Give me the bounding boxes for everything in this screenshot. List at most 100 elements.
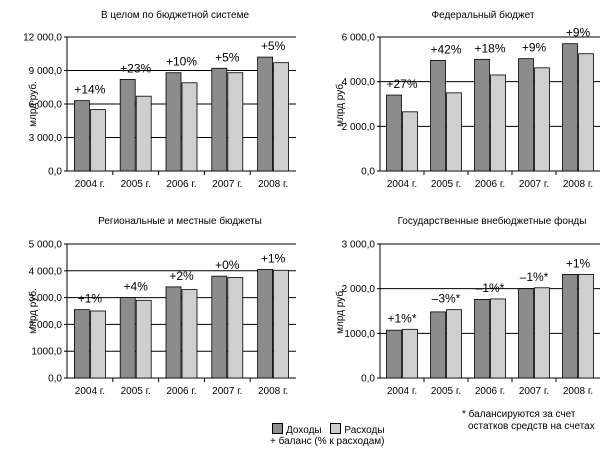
chart-1-bar-income	[386, 94, 402, 172]
chart-1-ylabel: млрд руб.	[334, 81, 346, 127]
chart-1-bar-income	[518, 58, 534, 172]
chart-1-bar-expense	[490, 74, 506, 172]
chart-0-bar-income	[119, 79, 136, 172]
chart-0-bar-expense	[181, 82, 198, 172]
chart-0-annotation: +23%	[120, 61, 151, 75]
chart-0-xtick-label: 2005 г.	[121, 179, 151, 190]
chart-0-ytick-label: 3 000,0	[29, 133, 63, 144]
chart-3-xtick-label: 2007 г.	[519, 386, 549, 397]
chart-3-title: Государственные внебюджетные фонды	[398, 215, 587, 227]
chart-3-annotation: +1%*	[387, 311, 416, 325]
chart-0-annotation: +10%	[166, 55, 197, 69]
chart-2-title: Региональные и местные бюджеты	[98, 215, 262, 227]
chart-2-ytick-label: 0,0	[48, 374, 62, 385]
chart-1-bar-expense	[402, 111, 418, 172]
chart-1-xtick-label: 2007 г.	[519, 179, 549, 190]
chart-0-bar-expense	[227, 72, 244, 172]
chart-1-xtick-label: 2008 г.	[563, 179, 593, 190]
chart-0-annotation: +5%	[261, 39, 286, 53]
chart-3-bar-expense	[402, 328, 418, 379]
chart-3-bar-income	[474, 298, 490, 379]
chart-3-ytick-label: 2 000,0	[342, 284, 376, 295]
chart-3-bar-expense	[446, 309, 462, 379]
chart-0-annotation: +14%	[74, 83, 105, 97]
chart-0-bar-income	[165, 72, 182, 172]
footnote-line-2: остатков средств на счетах	[468, 421, 595, 432]
chart-1-annotation: +9%	[522, 41, 547, 55]
chart-3-annotation: –1%*	[476, 281, 505, 295]
chart-3-bar-income	[430, 311, 446, 379]
chart-0-ylabel: млрд руб.	[27, 81, 39, 127]
chart-2-bar-income	[211, 275, 228, 379]
chart-3-bar-income	[386, 329, 402, 379]
chart-2-bar-expense	[135, 299, 152, 379]
chart-0-ytick-label: 12 000,0	[23, 33, 62, 44]
chart-1-ytick-label: 0,0	[361, 167, 375, 178]
chart-0-ytick-label: 9 000,0	[29, 66, 63, 77]
chart-1-xtick-label: 2004 г.	[387, 179, 417, 190]
chart-3-annotation: –1%*	[520, 270, 549, 284]
chart-0-bar-expense	[135, 95, 152, 172]
chart-2-ytick-label: 5 000,0	[29, 240, 63, 251]
chart-2-xtick-label: 2005 г.	[121, 386, 151, 397]
chart-0-xtick-label: 2008 г.	[258, 179, 288, 190]
chart-0-ytick-label: 6 000,0	[29, 100, 63, 111]
chart-2-ytick-label: 1000,0	[31, 347, 62, 358]
chart-1-xtick-label: 2006 г.	[475, 179, 505, 190]
chart-2-bar-expense	[227, 277, 244, 379]
chart-1-annotation: +42%	[430, 42, 461, 56]
chart-1-bar-income	[474, 58, 490, 172]
chart-3-ytick-label: 3 000,0	[342, 240, 376, 251]
chart-3-ytick-label: 1000,0	[344, 329, 375, 340]
chart-0-bar-income	[257, 56, 274, 172]
footnote: * балансируются за счет остатков средств…	[462, 409, 595, 433]
chart-1-annotation: +18%	[474, 41, 505, 55]
chart-3-bar-expense	[578, 273, 594, 379]
chart-2-ytick-label: 4 000,0	[29, 266, 63, 277]
chart-3-bar-expense	[534, 287, 550, 379]
legend-expense-swatch	[330, 423, 342, 434]
chart-2-annotation: +4%	[124, 280, 149, 294]
chart-0-ytick-label: 0,0	[48, 167, 62, 178]
chart-1-ytick-label: 2 000,0	[342, 122, 376, 133]
chart-0-bar-expense	[90, 109, 106, 172]
legend-expense-label: Расходы	[344, 425, 385, 436]
legend-income-label: Доходы	[286, 425, 322, 436]
chart-2-bar-expense	[273, 269, 290, 379]
chart-0-bar-income	[211, 67, 228, 172]
chart-2-ylabel: млрд руб.	[27, 288, 39, 334]
chart-3-ylabel: млрд руб.	[334, 288, 346, 334]
chart-1-annotation: +9%	[566, 26, 591, 40]
chart-1-bar-expense	[446, 92, 462, 172]
chart-3-bar-expense	[490, 298, 506, 379]
chart-0-xtick-label: 2007 г.	[212, 179, 242, 190]
chart-2-bar-expense	[181, 289, 198, 379]
chart-1-xtick-label: 2005 г.	[431, 179, 461, 190]
chart-2-bar-income	[257, 269, 274, 379]
chart-3-ytick-label: 0,0	[361, 374, 375, 385]
chart-3-xtick-label: 2005 г.	[431, 386, 461, 397]
chart-3-xtick-label: 2006 г.	[475, 386, 505, 397]
chart-2-ytick-label: 3 000,0	[29, 293, 63, 304]
chart-3-xtick-label: 2008 г.	[563, 386, 593, 397]
chart-0-xtick-label: 2004 г.	[75, 179, 105, 190]
chart-1-bar-expense	[578, 53, 594, 172]
chart-3-annotation: +1%	[566, 256, 591, 270]
chart-3-annotation: –3%*	[432, 292, 461, 306]
chart-0-xtick-label: 2006 г.	[166, 179, 196, 190]
chart-1-bar-income	[562, 43, 578, 172]
chart-2-xtick-label: 2006 г.	[166, 386, 196, 397]
chart-2-bar-expense	[90, 310, 106, 379]
chart-3-bar-income	[518, 288, 534, 379]
chart-1-ytick-label: 4 000,0	[342, 77, 376, 88]
chart-3-bar-income	[562, 273, 578, 379]
chart-3-xtick-label: 2004 г.	[387, 386, 417, 397]
chart-1-bar-income	[430, 60, 446, 172]
chart-0-title: В целом по бюджетной системе	[101, 9, 249, 21]
chart-1-annotation: +27%	[386, 77, 417, 91]
chart-2-annotation: +0%	[215, 258, 240, 272]
chart-0-bar-income	[74, 100, 90, 172]
chart-2-annotation: +1%	[78, 292, 103, 306]
chart-1-ytick-label: 6 000,0	[342, 33, 376, 44]
